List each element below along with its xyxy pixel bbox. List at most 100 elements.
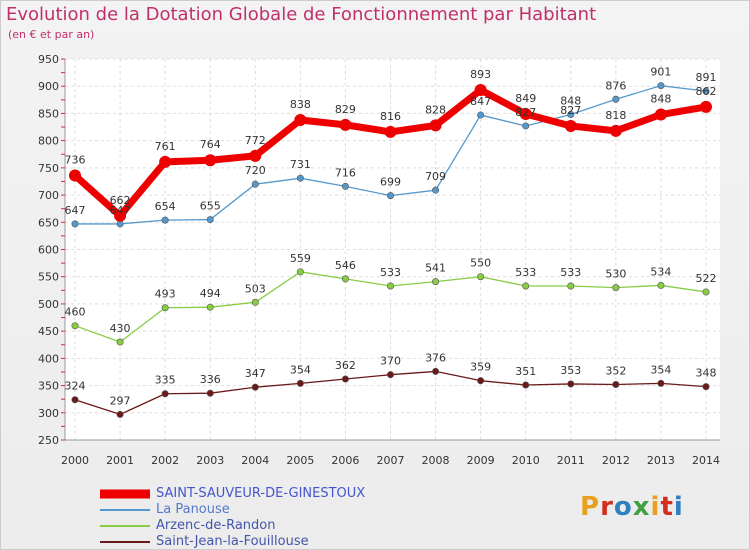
logo-letter: i xyxy=(650,492,661,522)
data-label: 891 xyxy=(696,71,717,84)
data-label: 818 xyxy=(605,109,626,122)
y-tick-label: 850 xyxy=(38,107,59,120)
data-point xyxy=(702,87,710,95)
data-point xyxy=(116,410,124,418)
x-tick-label: 2012 xyxy=(602,454,630,467)
y-tick-label: 250 xyxy=(38,434,59,447)
y-tick-label: 500 xyxy=(38,298,59,311)
data-label: 354 xyxy=(290,363,311,376)
data-label: 655 xyxy=(200,200,221,213)
data-label: 876 xyxy=(605,79,626,92)
data-label: 297 xyxy=(110,394,131,407)
data-point xyxy=(522,282,530,290)
data-point xyxy=(71,220,79,228)
data-point xyxy=(567,111,575,119)
data-point xyxy=(296,174,304,182)
chart-subtitle: (en € et par an) xyxy=(8,28,95,41)
data-point xyxy=(612,95,620,103)
data-label: 761 xyxy=(155,140,176,153)
legend-swatch xyxy=(100,509,150,511)
data-label: 494 xyxy=(200,287,221,300)
x-tick-label: 2005 xyxy=(286,454,314,467)
data-label: 348 xyxy=(696,367,717,380)
data-label: 849 xyxy=(515,92,536,105)
data-point xyxy=(612,380,620,388)
x-tick-label: 2002 xyxy=(151,454,179,467)
data-label: 533 xyxy=(380,266,401,279)
data-label: 647 xyxy=(110,204,131,217)
data-point xyxy=(159,155,172,168)
data-label: 353 xyxy=(560,364,581,377)
data-label: 354 xyxy=(650,363,671,376)
data-label: 827 xyxy=(515,106,536,119)
data-point xyxy=(567,282,575,290)
data-point xyxy=(341,182,349,190)
y-tick-label: 800 xyxy=(38,135,59,148)
data-label: 359 xyxy=(470,361,491,374)
data-point xyxy=(519,107,532,120)
data-point xyxy=(386,192,394,200)
data-label: 376 xyxy=(425,351,446,364)
data-point xyxy=(161,216,169,224)
x-tick-label: 2008 xyxy=(422,454,450,467)
data-label: 336 xyxy=(200,373,221,386)
data-point xyxy=(477,111,485,119)
data-label: 541 xyxy=(425,262,446,275)
data-point xyxy=(477,273,485,281)
x-tick-label: 2013 xyxy=(647,454,675,467)
data-label: 347 xyxy=(245,367,266,380)
data-label: 720 xyxy=(245,164,266,177)
logo-letter: t xyxy=(660,492,674,522)
data-label: 533 xyxy=(515,266,536,279)
legend-swatch xyxy=(100,541,150,543)
data-point xyxy=(204,154,217,167)
data-point xyxy=(609,124,622,137)
data-label: 533 xyxy=(560,266,581,279)
data-label: 335 xyxy=(155,374,176,387)
data-point xyxy=(341,375,349,383)
data-label: 546 xyxy=(335,259,356,272)
logo-letter: r xyxy=(600,492,614,522)
data-label: 847 xyxy=(470,95,491,108)
x-tick-label: 2001 xyxy=(106,454,134,467)
y-tick-label: 300 xyxy=(38,407,59,420)
data-label: 522 xyxy=(696,272,717,285)
x-tick-label: 2006 xyxy=(331,454,359,467)
data-label: 324 xyxy=(65,380,86,393)
x-tick-label: 2009 xyxy=(467,454,495,467)
data-point xyxy=(429,119,442,132)
data-label: 838 xyxy=(290,98,311,111)
data-point xyxy=(294,113,307,126)
y-tick-label: 950 xyxy=(38,53,59,66)
data-label: 362 xyxy=(335,359,356,372)
data-point xyxy=(432,186,440,194)
data-point xyxy=(116,338,124,346)
y-tick-label: 350 xyxy=(38,380,59,393)
data-point xyxy=(522,381,530,389)
legend-swatch xyxy=(100,525,150,527)
y-tick-label: 450 xyxy=(38,325,59,338)
data-point xyxy=(341,275,349,283)
legend-swatch xyxy=(100,489,150,499)
logo-letter: P xyxy=(580,492,601,522)
data-label: 829 xyxy=(335,103,356,116)
x-tick-label: 2011 xyxy=(557,454,585,467)
data-label: 848 xyxy=(560,95,581,108)
data-point xyxy=(657,281,665,289)
legend-label: SAINT-SAUVEUR-DE-GINESTOUX xyxy=(156,486,366,501)
data-label: 828 xyxy=(425,103,446,116)
data-point xyxy=(161,390,169,398)
data-point xyxy=(251,180,259,188)
data-point xyxy=(71,396,79,404)
data-label: 862 xyxy=(696,85,717,98)
chart-title: Evolution de la Dotation Globale de Fonc… xyxy=(6,4,597,25)
data-point xyxy=(69,169,81,182)
data-point xyxy=(386,371,394,379)
x-tick-label: 2000 xyxy=(61,454,89,467)
data-point xyxy=(114,209,127,222)
data-point xyxy=(251,298,259,306)
legend-label: Saint-Jean-la-Fouillouse xyxy=(156,534,309,549)
data-label: 731 xyxy=(290,158,311,171)
data-point xyxy=(702,288,710,296)
y-tick-label: 650 xyxy=(38,216,59,229)
